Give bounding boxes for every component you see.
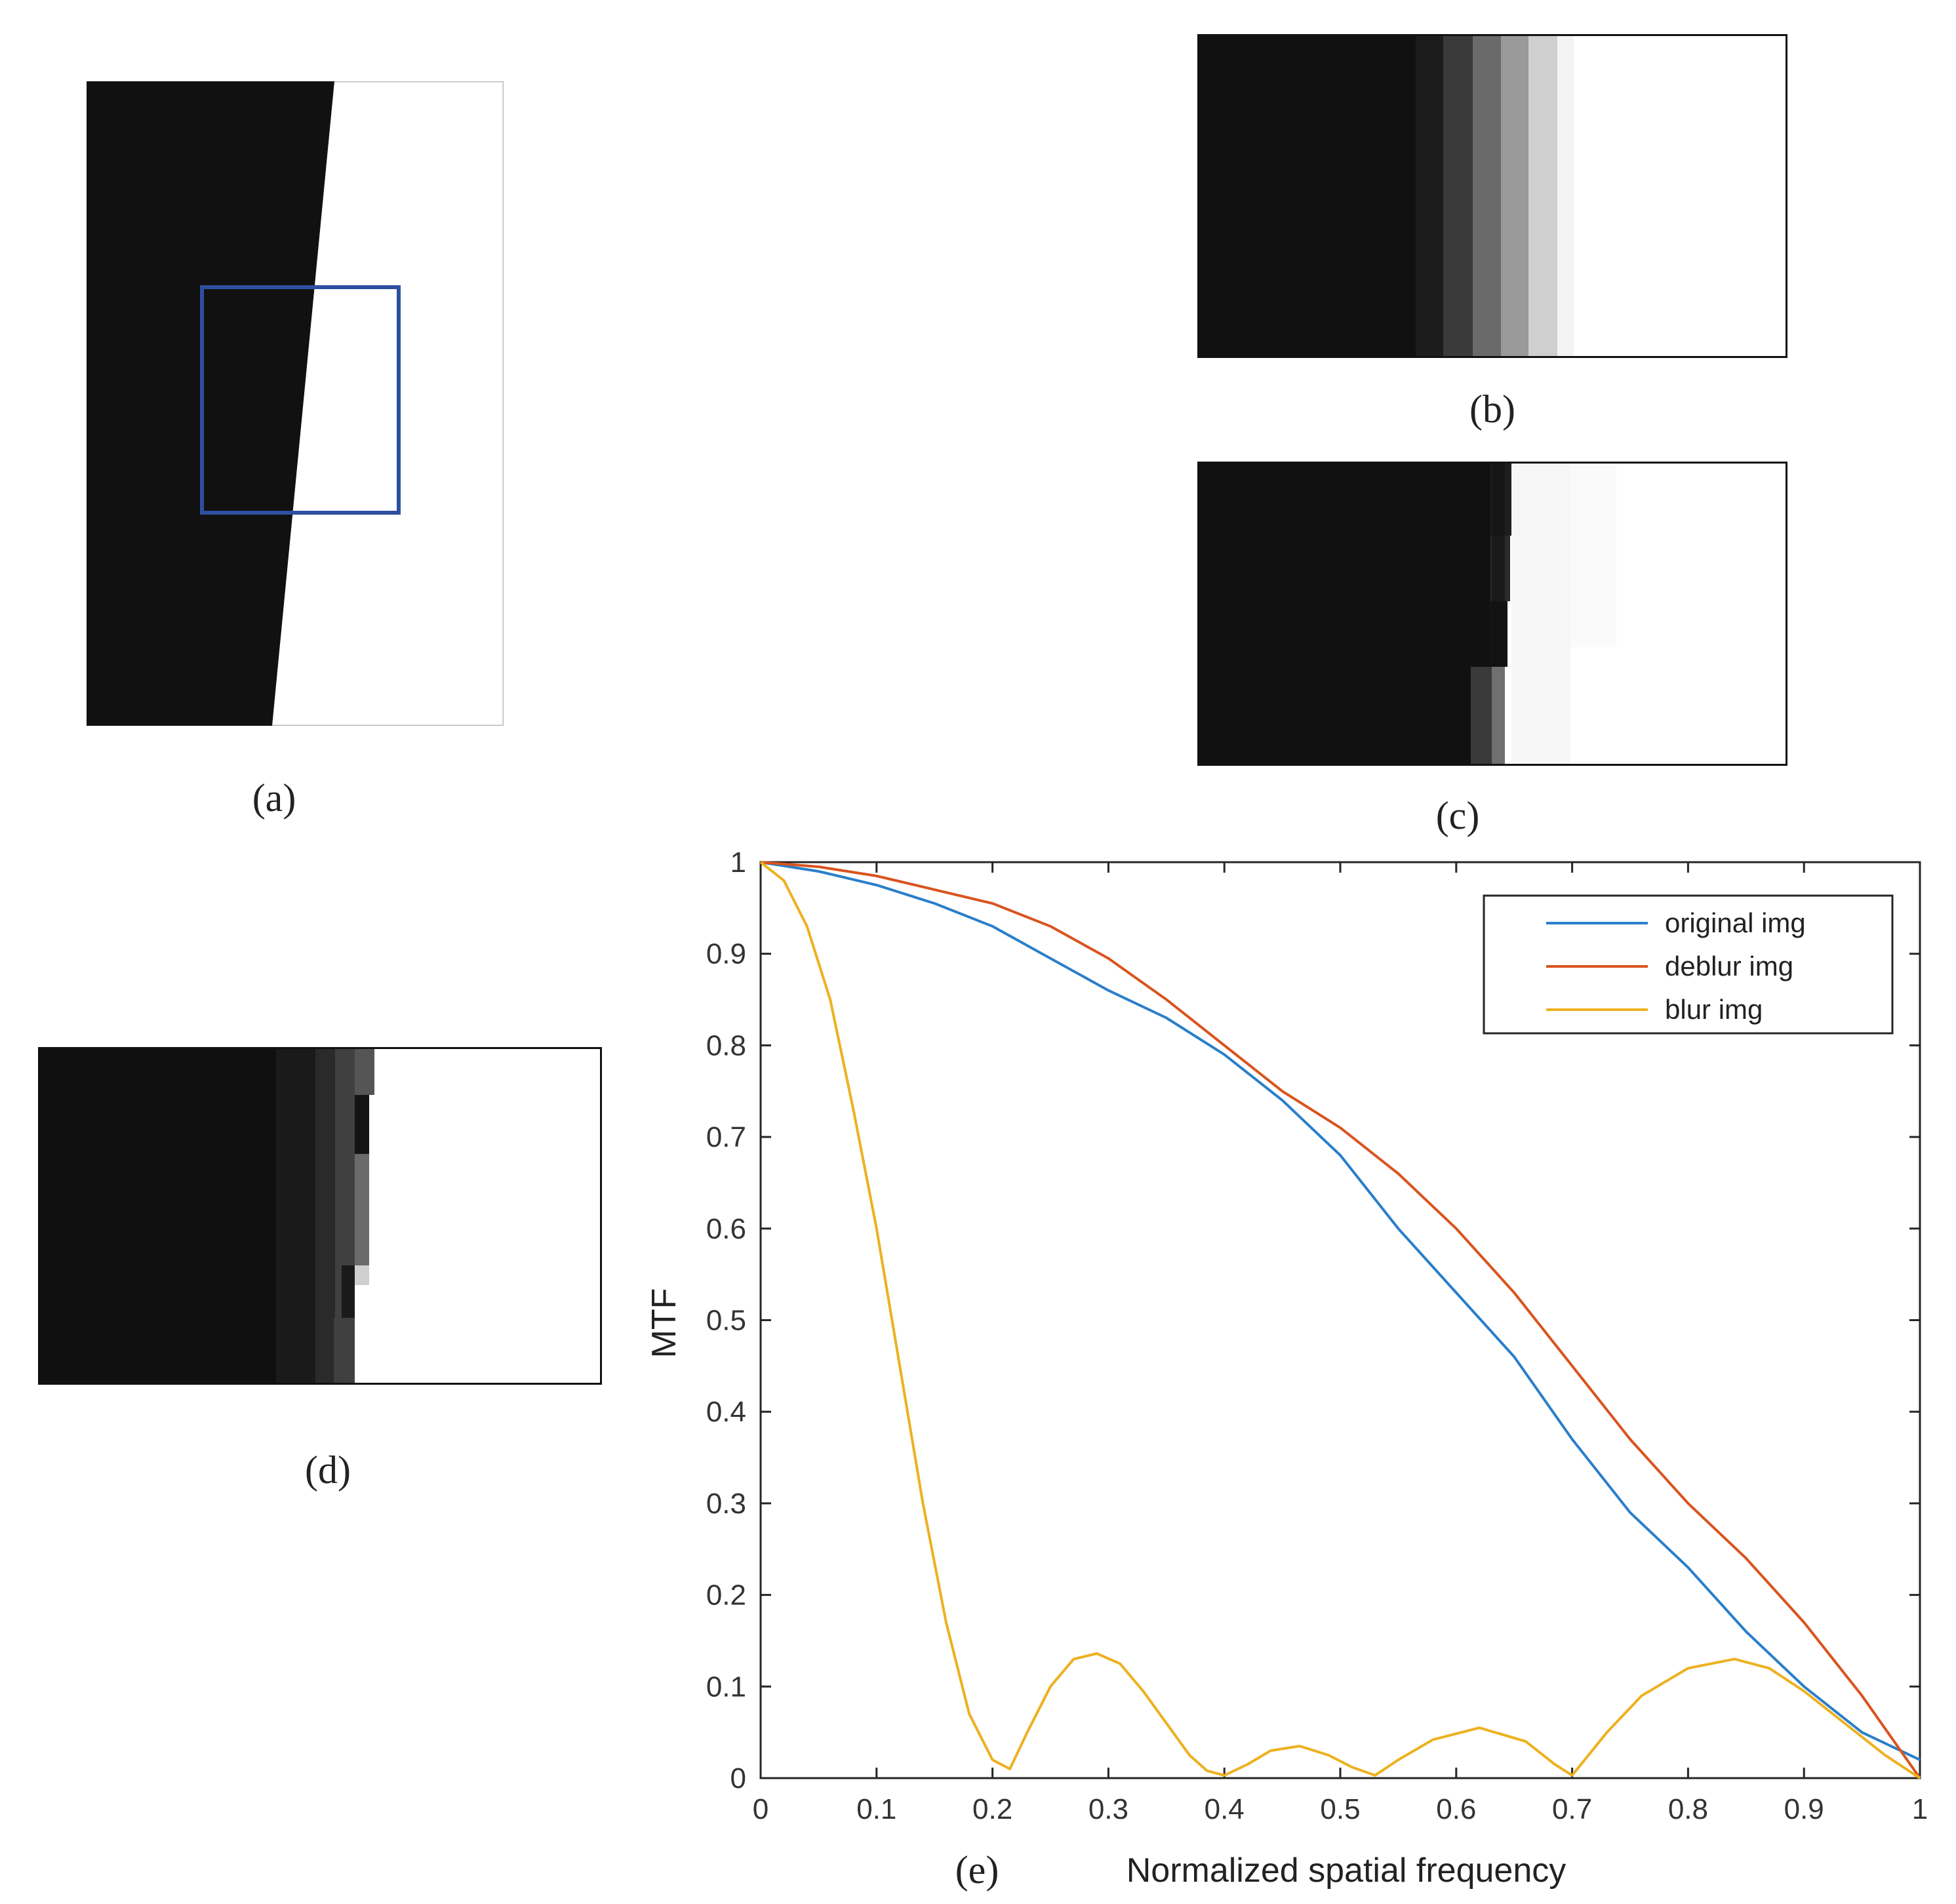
- series-line-blur-img: [759, 861, 1921, 1779]
- y-tick-label: 0.9: [706, 938, 746, 970]
- legend-label-original-img: original img: [1665, 907, 1806, 938]
- panel-c-deblurred-crop: [1197, 462, 1787, 766]
- y-tick-label: 0.2: [706, 1579, 746, 1612]
- x-tick-label: 0.3: [1088, 1793, 1128, 1825]
- y-tick-label: 0.7: [706, 1121, 746, 1153]
- x-tick-label: 0.1: [856, 1793, 896, 1825]
- legend-label-deblur-img: deblur img: [1665, 951, 1793, 982]
- legend-box: [1483, 894, 1894, 1035]
- caption-e: (e): [955, 1848, 999, 1892]
- roi-box: [200, 285, 401, 515]
- x-tick-label: 0: [753, 1793, 768, 1825]
- x-tick-label: 0.7: [1552, 1793, 1592, 1825]
- panel-d-svg: [40, 1049, 600, 1383]
- x-tick-label: 0.5: [1320, 1793, 1360, 1825]
- panel-d-comparison-crop: [38, 1047, 602, 1385]
- x-tick-label: 1: [1912, 1793, 1928, 1825]
- x-tick-label: 0.8: [1668, 1793, 1708, 1825]
- y-tick-label: 0.4: [706, 1396, 746, 1428]
- dark-region: [87, 81, 334, 726]
- x-tick-label: 0.2: [972, 1793, 1012, 1825]
- caption-d: (d): [305, 1448, 351, 1492]
- panel-a-slanted-edge-image: [87, 81, 504, 726]
- x-tick-label: 0.6: [1436, 1793, 1476, 1825]
- legend-label-blur-img: blur img: [1665, 994, 1763, 1025]
- plot-area: [759, 861, 1921, 1779]
- slanted-edge-svg: [87, 81, 504, 726]
- caption-a: (a): [252, 776, 296, 820]
- panel-c-svg: [1199, 464, 1786, 764]
- y-tick-label: 0.6: [706, 1213, 746, 1245]
- caption-b: (b): [1469, 387, 1515, 431]
- y-tick-label: 0: [730, 1762, 746, 1795]
- y-tick-label: 0.3: [706, 1488, 746, 1520]
- legend: original img deblur img blur img: [1483, 894, 1894, 1035]
- y-tick-label: 0.8: [706, 1029, 746, 1061]
- x-axis-title: Normalized spatial frequency: [1127, 1852, 1567, 1890]
- panel-b-blurred-crop: [1197, 34, 1787, 358]
- x-tick-label: 0.4: [1205, 1793, 1245, 1825]
- y-tick-label: 1: [730, 846, 746, 879]
- caption-c: (c): [1435, 794, 1480, 837]
- y-axis-title: MTF: [645, 1288, 683, 1359]
- series-line-original-img: [760, 861, 1921, 1761]
- series-line-deblur-img: [760, 861, 1921, 1779]
- y-tick-label: 0.5: [706, 1305, 746, 1337]
- x-tick-label: 0.9: [1784, 1793, 1824, 1825]
- panel-b-svg: [1199, 36, 1786, 356]
- y-tick-label: 0.1: [706, 1671, 746, 1703]
